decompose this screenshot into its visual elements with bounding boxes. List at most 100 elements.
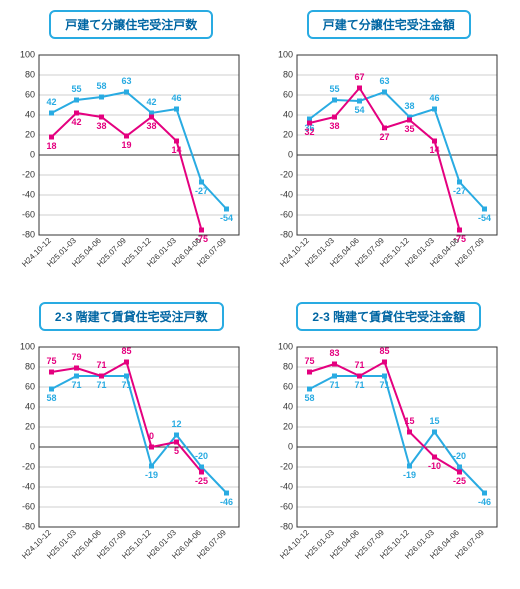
y-tick-label: 20 (283, 129, 293, 139)
marker (150, 464, 154, 468)
chart-panel: 戸建て分譲住宅受注金額-80-60-40-2002040608010036555… (268, 10, 511, 287)
marker (407, 118, 411, 122)
marker (200, 228, 204, 232)
data-label: 15 (404, 416, 414, 426)
data-label: 19 (122, 140, 132, 150)
chart-title: 2-3 階建て賃貸住宅受注金額 (296, 302, 481, 331)
y-tick-label: -40 (280, 189, 293, 199)
marker (200, 465, 204, 469)
y-tick-label: -60 (280, 209, 293, 219)
data-label: 71 (329, 380, 339, 390)
marker (150, 115, 154, 119)
data-label: 27 (379, 132, 389, 142)
marker (50, 135, 54, 139)
data-label: 75 (47, 356, 57, 366)
data-label: 42 (147, 97, 157, 107)
data-label: 83 (329, 348, 339, 358)
y-tick-label: -20 (22, 461, 35, 471)
marker (200, 470, 204, 474)
y-tick-label: 80 (25, 361, 35, 371)
data-label: 12 (172, 419, 182, 429)
plot-bg (297, 55, 497, 235)
data-label: 0 (149, 431, 154, 441)
data-label: 5 (174, 446, 179, 456)
marker (357, 86, 361, 90)
data-label: -20 (195, 451, 208, 461)
data-label: 79 (72, 352, 82, 362)
data-label: 71 (97, 380, 107, 390)
data-label: 55 (72, 84, 82, 94)
data-label: 38 (329, 121, 339, 131)
data-label: 42 (72, 117, 82, 127)
chart-svg: -80-60-40-20020406080100365554633846-27-… (269, 47, 509, 287)
marker (307, 121, 311, 125)
y-tick-label: 40 (283, 401, 293, 411)
plot-bg (297, 347, 497, 527)
data-label: 67 (354, 72, 364, 82)
y-tick-label: -20 (22, 169, 35, 179)
data-label: -19 (403, 470, 416, 480)
data-label: 71 (354, 360, 364, 370)
data-label: 75 (304, 356, 314, 366)
marker (100, 374, 104, 378)
data-label: -20 (453, 451, 466, 461)
chart-svg: -80-60-40-2002040608010058717171-1915-20… (269, 339, 509, 579)
chart-panel: 2-3 階建て賃貸住宅受注戸数-80-60-40-200204060801005… (10, 302, 253, 579)
y-tick-label: -20 (280, 461, 293, 471)
marker (407, 464, 411, 468)
y-tick-label: 40 (25, 109, 35, 119)
data-label: -54 (220, 213, 233, 223)
marker (50, 387, 54, 391)
marker (457, 180, 461, 184)
marker (457, 465, 461, 469)
data-label: 38 (97, 121, 107, 131)
data-label: 55 (329, 84, 339, 94)
marker (100, 115, 104, 119)
data-label: -19 (145, 470, 158, 480)
data-label: 63 (122, 76, 132, 86)
marker (50, 111, 54, 115)
y-tick-label: 40 (25, 401, 35, 411)
data-label: -10 (428, 461, 441, 471)
y-tick-label: 20 (25, 421, 35, 431)
y-tick-label: 80 (283, 69, 293, 79)
marker (482, 491, 486, 495)
y-tick-label: 20 (283, 421, 293, 431)
marker (432, 107, 436, 111)
marker (332, 362, 336, 366)
y-tick-label: 100 (20, 49, 35, 59)
marker (407, 430, 411, 434)
data-label: 46 (429, 93, 439, 103)
chart-panel: 戸建て分譲住宅受注戸数-80-60-40-2002040608010042555… (10, 10, 253, 287)
data-label: -25 (453, 476, 466, 486)
y-tick-label: 60 (283, 89, 293, 99)
y-tick-label: -40 (280, 481, 293, 491)
marker (332, 98, 336, 102)
marker (307, 387, 311, 391)
y-tick-label: 60 (25, 381, 35, 391)
data-label: -27 (195, 186, 208, 196)
marker (50, 370, 54, 374)
data-label: 71 (122, 380, 132, 390)
data-label: 42 (47, 97, 57, 107)
marker (225, 207, 229, 211)
marker (357, 99, 361, 103)
marker (382, 374, 386, 378)
chart-title: 2-3 階建て賃貸住宅受注戸数 (39, 302, 224, 331)
y-tick-label: 40 (283, 109, 293, 119)
marker (75, 366, 79, 370)
data-label: 58 (304, 393, 314, 403)
y-tick-label: 100 (20, 341, 35, 351)
y-tick-label: -80 (280, 229, 293, 239)
marker (332, 374, 336, 378)
data-label: -54 (478, 213, 491, 223)
marker (432, 430, 436, 434)
marker (75, 111, 79, 115)
data-label: 18 (47, 141, 57, 151)
marker (125, 360, 129, 364)
marker (307, 117, 311, 121)
data-label: 63 (379, 76, 389, 86)
y-tick-label: 100 (278, 341, 293, 351)
marker (482, 207, 486, 211)
chart-panel: 2-3 階建て賃貸住宅受注金額-80-60-40-200204060801005… (268, 302, 511, 579)
